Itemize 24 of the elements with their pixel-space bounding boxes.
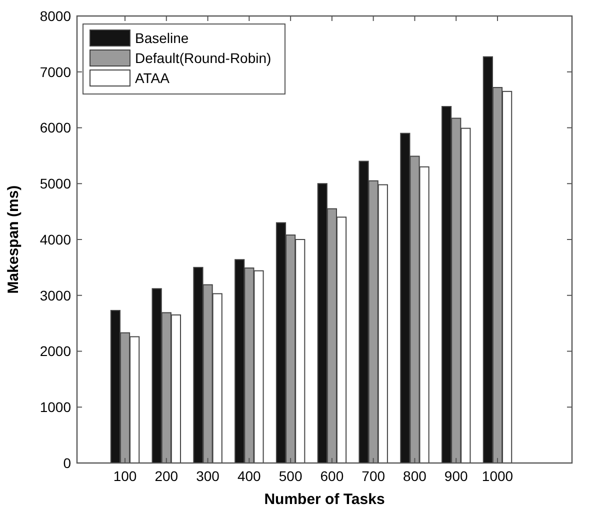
x-tick-label: 700 [362, 468, 386, 484]
x-tick-label: 600 [320, 468, 344, 484]
y-tick-label: 8000 [40, 8, 72, 24]
x-tick-label: 400 [237, 468, 262, 484]
x-tick-label: 800 [403, 468, 427, 484]
legend-label: Default(Round-Robin) [135, 50, 272, 66]
y-tick-label: 2000 [40, 343, 72, 360]
y-tick-label: 3000 [40, 287, 72, 304]
legend-label: ATAA [135, 70, 170, 86]
y-tick-label: 7000 [40, 64, 72, 80]
y-tick-label: 4000 [40, 231, 72, 248]
x-tick-label: 900 [444, 468, 468, 484]
legend-label: Baseline [135, 30, 189, 46]
x-tick-label: 1000 [482, 468, 514, 484]
x-tick-label: 500 [278, 468, 302, 484]
y-tick-label: 1000 [40, 399, 72, 416]
y-tick-label: 6000 [40, 120, 72, 136]
x-tick-label: 200 [154, 468, 178, 484]
y-axis-title: Makespan (ms) [5, 185, 22, 294]
x-axis-title: Number of Tasks [264, 491, 385, 508]
y-tick-label: 5000 [40, 176, 72, 192]
y-tick-label: 0 [63, 454, 72, 471]
x-tick-label: 100 [113, 468, 137, 484]
x-tick-label: 300 [196, 468, 220, 484]
